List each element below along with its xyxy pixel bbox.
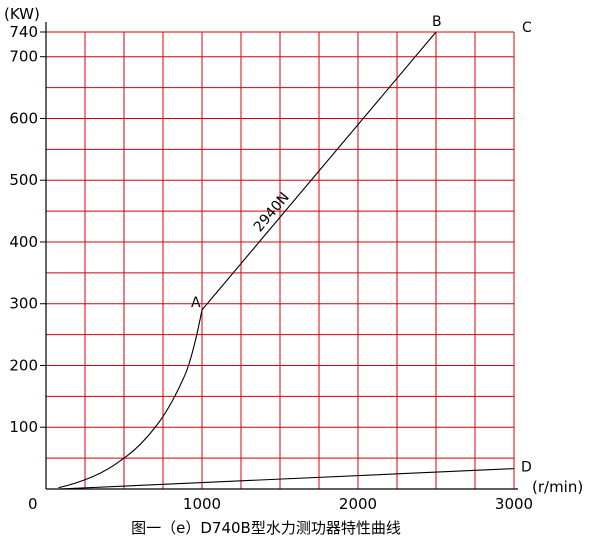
tick-labels: 100 200 300 400 500 600 700 740 0 1000 2000 3000 [9,23,533,513]
point-labels: A B C D [191,14,532,476]
x-axis-label: (r/min) [532,478,583,496]
x-tick-label: 0 [28,495,38,513]
series-line-1 [58,468,515,490]
y-tick-label: 500 [9,171,38,189]
y-tick-label: 100 [9,418,38,436]
point-label-b: B [432,14,442,30]
series-layer [58,31,515,490]
chart-caption: 图一（e）D740B型水力测功器特性曲线 [131,519,401,537]
y-axis-label: (KW) [4,5,40,23]
x-tick-label: 3000 [495,495,533,513]
y-tick-label: 400 [9,233,38,251]
y-tick-label: 700 [9,48,38,66]
series-line-0 [58,31,437,489]
x-tick-label: 2000 [339,495,377,513]
point-label-d: D [521,460,532,476]
y-tick-label: 200 [9,356,38,374]
point-label-c: C [522,20,532,36]
grid-lines [46,31,515,489]
x-tick-label: 1000 [183,495,221,513]
y-tick-label: 600 [9,109,38,127]
axes [40,22,518,490]
y-tick-label: 300 [9,295,38,313]
y-tick-label: 740 [9,23,38,41]
point-label-a: A [191,295,201,311]
series-label-2940n: 2940N [251,190,293,236]
